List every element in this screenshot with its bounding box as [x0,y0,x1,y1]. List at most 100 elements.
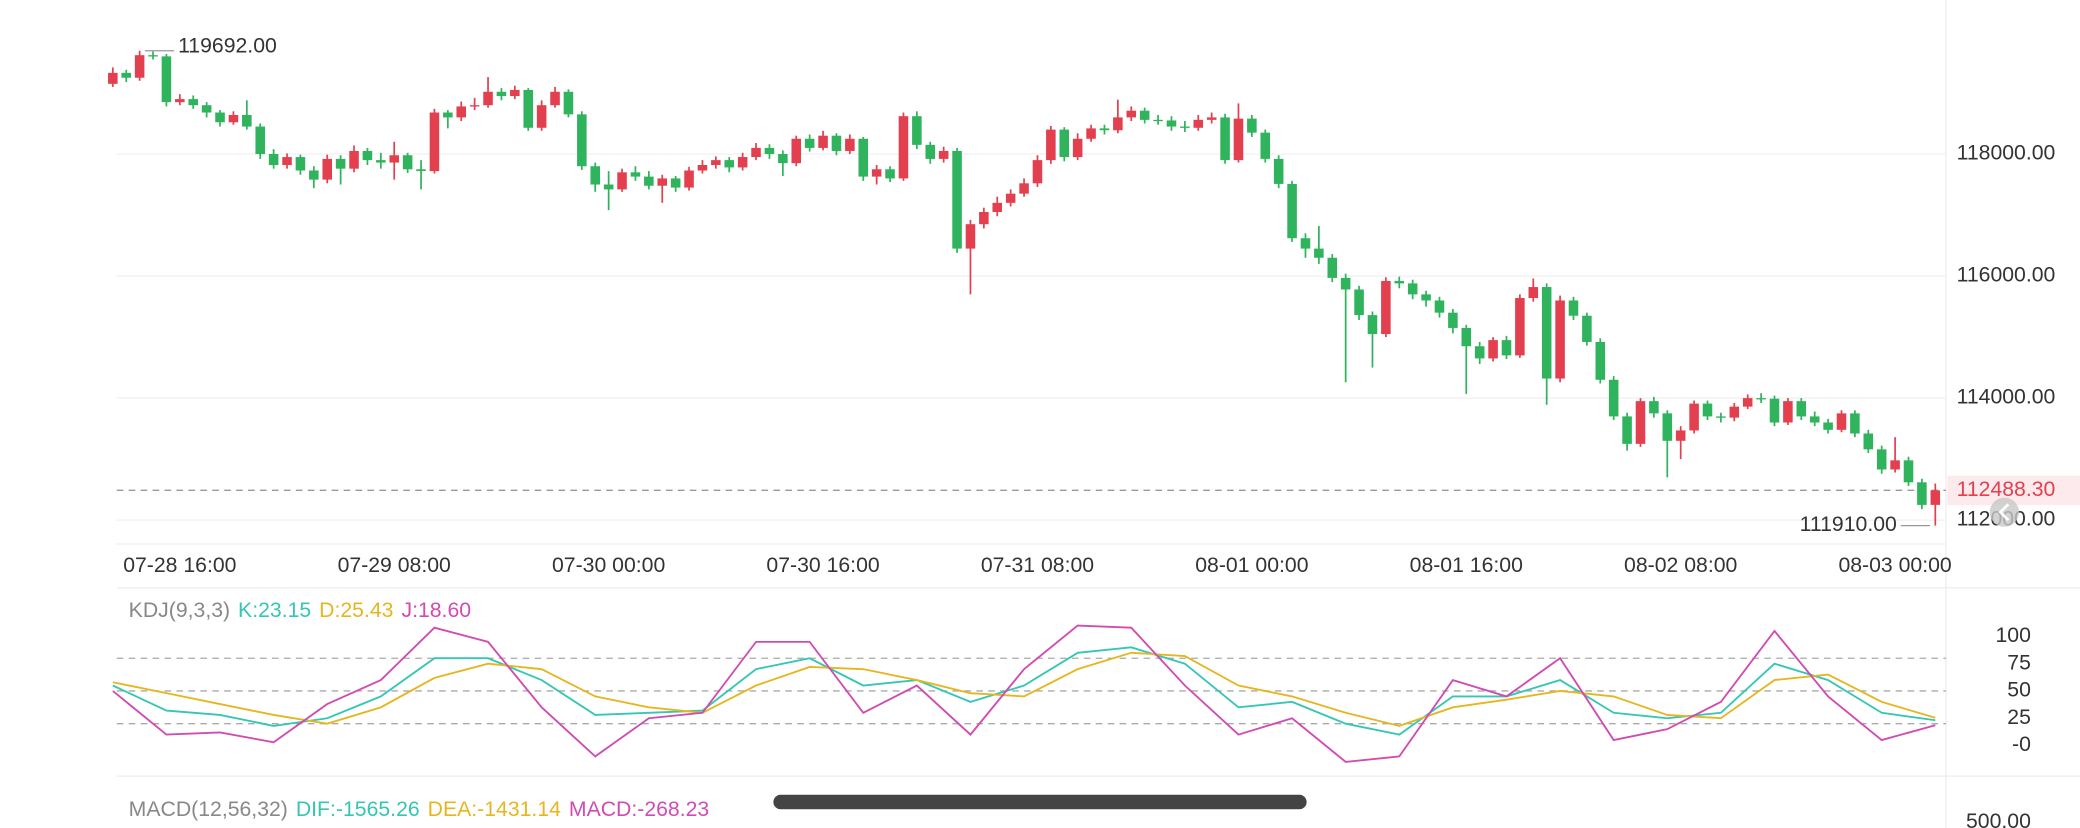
candle-body [416,169,426,172]
candle-body [175,99,185,103]
candle-body [1421,294,1431,301]
candle-body [992,202,1003,212]
candle-body [1072,138,1083,158]
candle-body [603,184,614,190]
candle-body [1582,315,1592,342]
candle-body [563,91,574,115]
candle-body [751,147,761,158]
x-tick-label: 08-01 00:00 [1195,554,1308,577]
candle-body [349,150,359,169]
candle-body [550,91,560,106]
y-tick-label: 100 [1996,624,2031,647]
candle-body [389,155,400,163]
candle-body [295,157,306,171]
candle-body [255,126,266,155]
candle-body [1635,401,1646,444]
candle-body [617,172,627,190]
candle-body [148,55,158,57]
candle-body [1501,340,1512,356]
candle-body [724,160,735,168]
candle-body [1729,406,1740,418]
legend-entry: K:23.15 [238,599,311,622]
candle-body [536,105,547,128]
candle-body [134,55,145,78]
candle-body [657,178,668,186]
candle-body [443,112,453,118]
candle-body [1206,117,1217,120]
candle-body [282,157,292,166]
x-tick-label: 07-30 00:00 [552,554,665,577]
candle-body [778,154,788,164]
candle-body [1796,401,1807,417]
candle-body [979,211,989,225]
legend-entry: DIF:-1565.26 [296,798,420,821]
candle-body [1716,416,1726,418]
candle-body [1314,248,1324,258]
candle-body [161,56,172,103]
candle-body [1019,183,1029,194]
candle-body [1394,280,1405,284]
candle-body [925,144,936,159]
x-tick-label: 08-03 00:00 [1838,554,1951,577]
candle-body [898,116,909,179]
x-tick-label: 07-31 08:00 [981,554,1094,577]
candle-body [1742,398,1753,407]
candle-body [1568,300,1579,316]
candle-body [1608,379,1619,417]
candle-body [1260,132,1271,159]
candle-body [1354,289,1364,316]
candle-body [1180,126,1190,128]
candle-body [188,99,199,106]
candle-body [804,138,815,148]
candle-body [496,91,507,97]
x-tick-label: 08-01 16:00 [1410,554,1523,577]
candle-body [402,155,413,170]
candle-body [858,138,869,177]
candle-body [1783,401,1793,423]
legend-entry: J:18.60 [401,599,471,622]
indicator-title: MACD(12,56,32) [129,798,288,821]
candle-body [335,158,346,169]
last-price-label: 112488.30 [1957,478,2056,501]
candle-body [831,135,842,151]
y-tick-label: 116000.00 [1957,264,2056,287]
candle-body [268,154,279,166]
candle-body [1675,430,1686,441]
candle-body [523,89,534,128]
y-tick-label: 50 [2007,679,2031,702]
legend-entry: DEA:-1431.14 [428,798,561,821]
y-tick-label: 500.00 [1966,810,2031,828]
collapse-button[interactable] [1989,497,2019,527]
candle-body [1113,117,1123,131]
candle-body [630,172,641,177]
candle-body [510,89,520,97]
high-label: 119692.00 [178,34,277,57]
candle-body [885,169,895,179]
candle-body [697,165,708,171]
candle-body [711,160,721,166]
candle-body [322,158,333,180]
indicator-line [112,646,1936,736]
candle-body [1769,398,1780,423]
collapse-icon [1998,503,2010,522]
candle-body [670,178,681,188]
low-label: 111910.00 [1800,513,1897,536]
candle-body [737,157,748,168]
x-tick-label: 07-30 16:00 [766,554,879,577]
candle-body [644,176,654,186]
candle-body [1139,110,1150,120]
candle-body [1193,119,1204,128]
candle-body [1756,398,1766,400]
candle-body [818,135,828,148]
candle-body [1099,128,1110,131]
candle-body [764,147,775,155]
candle-body [1876,449,1887,470]
last-price-bg [1947,475,2080,505]
candle-body [871,169,882,177]
candle-body [309,170,319,180]
candle-body [952,150,962,249]
candle-body [1126,110,1137,118]
scroll-indicator[interactable] [773,794,1307,810]
candle-body [228,114,239,123]
